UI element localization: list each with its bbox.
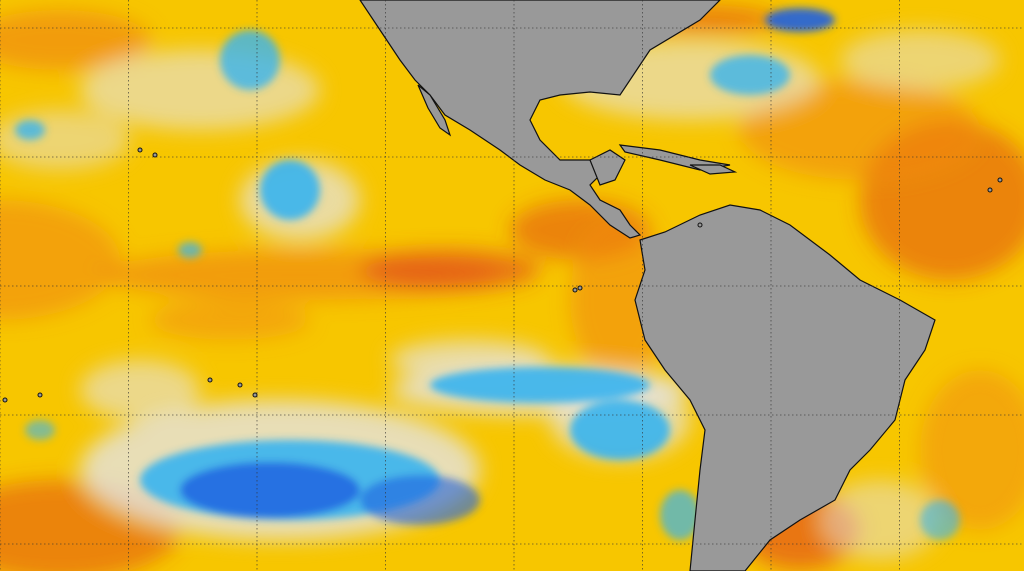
island xyxy=(697,222,703,228)
cool-anomaly xyxy=(570,400,670,460)
island xyxy=(37,392,43,398)
island xyxy=(137,147,143,153)
anomaly-patch xyxy=(0,200,120,320)
cool-anomaly xyxy=(920,500,960,540)
anomaly-patch xyxy=(820,480,940,560)
cool-anomaly xyxy=(260,160,320,220)
anomaly-patch xyxy=(840,30,1000,90)
anomaly-detail xyxy=(15,8,960,540)
island xyxy=(572,287,578,293)
cool-anomaly xyxy=(15,120,45,140)
anomaly-patch xyxy=(920,370,1024,530)
island xyxy=(252,392,258,398)
anomaly-patch xyxy=(740,80,980,180)
island xyxy=(152,152,158,158)
island xyxy=(237,382,243,388)
cool-anomaly xyxy=(220,30,280,90)
cool-anomaly xyxy=(660,490,700,540)
cool-anomaly xyxy=(178,242,202,258)
landmass-north-america xyxy=(359,0,721,239)
cool-anomaly xyxy=(180,462,360,518)
cool-anomaly xyxy=(25,420,55,440)
landmasses xyxy=(2,0,1003,571)
island xyxy=(987,187,993,193)
anomaly-patch xyxy=(80,50,320,130)
island xyxy=(577,285,583,291)
island xyxy=(207,377,213,383)
island xyxy=(997,177,1003,183)
cool-anomaly xyxy=(710,55,790,95)
anomaly-patch xyxy=(80,360,200,420)
anomaly-patch xyxy=(360,250,540,290)
anomaly-patch xyxy=(150,300,310,340)
cool-anomaly xyxy=(765,8,835,32)
cool-anomaly xyxy=(360,475,480,525)
island xyxy=(2,397,8,403)
landmass-hispaniola xyxy=(689,164,738,175)
landmass-baja-california xyxy=(417,84,452,137)
landmass-south-america xyxy=(634,204,936,571)
landmass-yucatan xyxy=(589,149,626,186)
anomaly-patch xyxy=(0,10,150,70)
cool-anomaly xyxy=(430,367,650,403)
